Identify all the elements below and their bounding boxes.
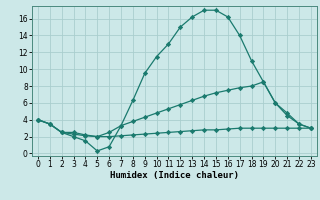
X-axis label: Humidex (Indice chaleur): Humidex (Indice chaleur) (110, 171, 239, 180)
